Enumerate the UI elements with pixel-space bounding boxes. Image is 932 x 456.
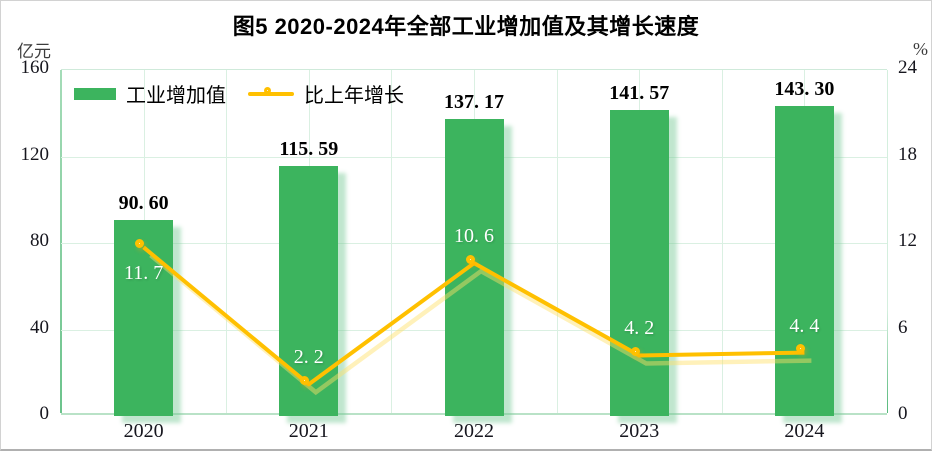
- bar-2024: [774, 106, 834, 416]
- right-tick-0: 0: [898, 403, 908, 424]
- x-axis-label-2021: 2021: [288, 420, 329, 442]
- legend-label-bar: 工业增加值: [126, 85, 226, 107]
- right-tick-6: 6: [898, 316, 908, 338]
- x-axis-label-2024: 2024: [784, 420, 825, 442]
- line-marker-2021: [300, 375, 310, 385]
- right-axis-line: [886, 70, 888, 413]
- left-axis-unit-label: 亿元: [17, 42, 51, 61]
- left-tick-80: 80: [30, 230, 49, 251]
- left-axis-line: [60, 70, 62, 413]
- left-tick-120: 120: [20, 143, 50, 165]
- bar-value-label-2022: 137. 17: [444, 91, 504, 114]
- bar-value-label-2023: 141. 57: [609, 81, 670, 104]
- bar-value-label-2021: 115. 59: [279, 138, 339, 161]
- line-marker-2024: [795, 344, 805, 354]
- legend-item-growth: 比上年增长: [248, 79, 404, 108]
- legend: 工业增加值 比上年增长: [74, 79, 404, 108]
- plot-area: 90. 60 115. 59 137. 17 141. 57 143. 30 11. 7 2…: [60, 69, 888, 416]
- line-marker-2023: [630, 346, 640, 356]
- bar-value-label-2020: 90. 60: [118, 192, 169, 215]
- right-tick-18: 18: [898, 143, 917, 165]
- legend-bar-swatch: [74, 87, 116, 100]
- legend-label-line: 比上年增长: [304, 85, 404, 107]
- bar-value-label-2024: 143. 30: [774, 78, 835, 101]
- point-value-label-2024: 4. 4: [789, 314, 820, 337]
- point-value-label-2023: 4. 2: [624, 317, 655, 340]
- x-axis-label-2023: 2023: [619, 420, 660, 442]
- point-value-label-2021: 2. 2: [293, 346, 324, 369]
- vertical-gridline: [391, 70, 393, 413]
- chart-title: 图5 2020-2024年全部工业增加值及其增长速度: [232, 14, 700, 39]
- right-tick-24: 24: [898, 57, 917, 78]
- x-axis-label-2020: 2020: [123, 420, 164, 442]
- line-marker-2020: [135, 238, 145, 248]
- point-value-label-2020: 11. 7: [123, 262, 164, 285]
- x-axis-label-2022: 2022: [454, 420, 494, 442]
- bar-2022: [444, 119, 504, 416]
- line-marker-2022: [465, 254, 475, 264]
- vertical-gridline: [226, 70, 228, 413]
- vertical-gridline: [556, 70, 558, 413]
- bar-2023: [609, 109, 669, 416]
- growth-line: [142, 245, 812, 396]
- right-axis-unit-label: %: [913, 39, 928, 59]
- left-tick-40: 40: [30, 316, 49, 338]
- legend-item-industrial-output: 工业增加值: [74, 79, 226, 108]
- legend-line-icon: [248, 86, 294, 101]
- right-tick-12: 12: [898, 230, 917, 251]
- vertical-gridline: [721, 70, 723, 413]
- point-value-label-2022: 10. 6: [454, 225, 494, 248]
- bar-2021: [279, 166, 339, 416]
- left-tick-0: 0: [39, 403, 50, 424]
- bar-2020: [114, 220, 174, 416]
- left-tick-160: 160: [20, 57, 50, 78]
